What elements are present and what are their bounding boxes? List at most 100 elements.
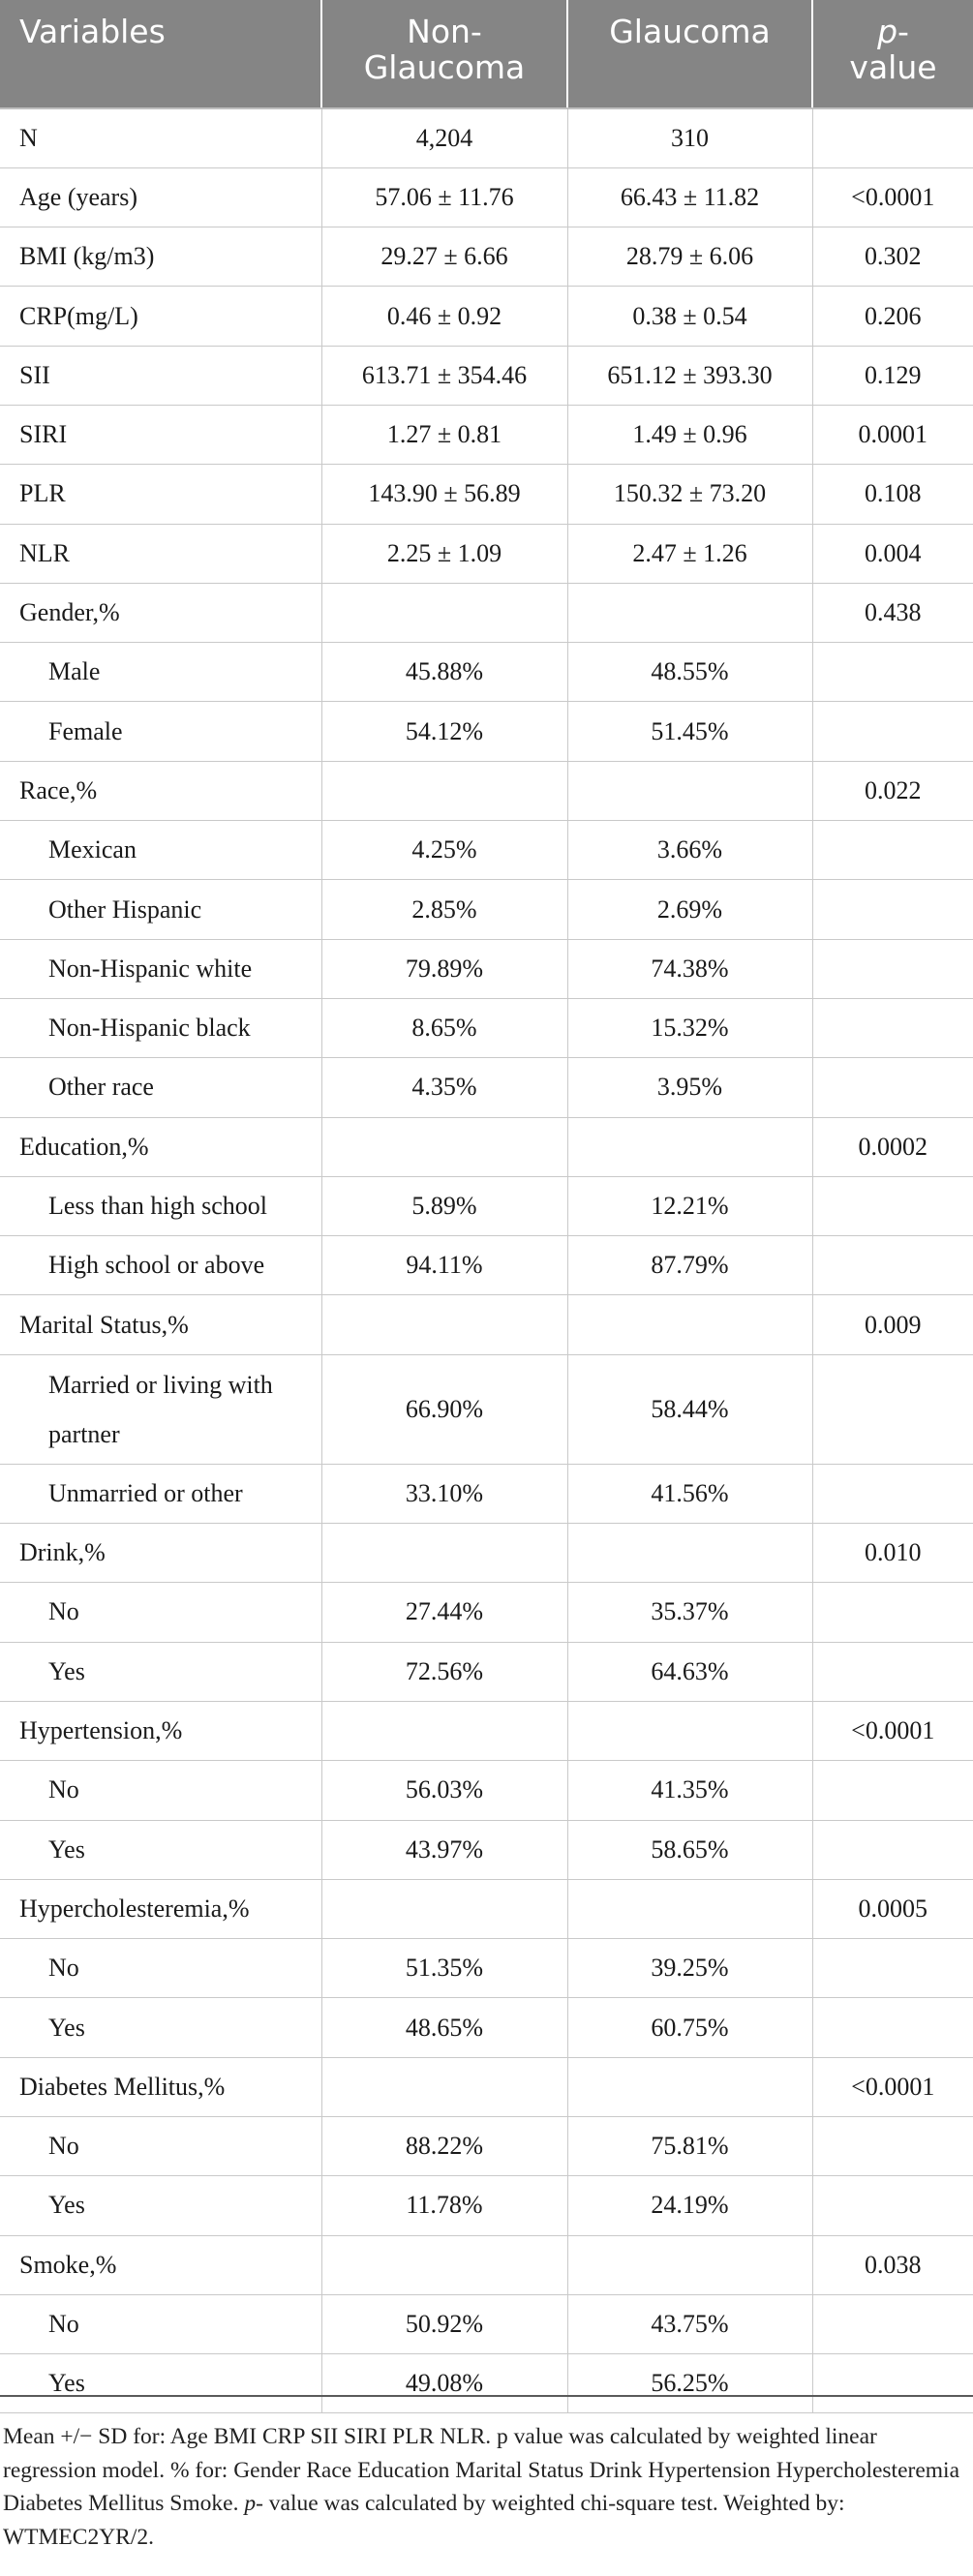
- row-label-cell: Non-Hispanic black: [0, 998, 321, 1059]
- non-glaucoma-cell: 79.89%: [320, 939, 567, 999]
- p-value-cell: [811, 1760, 973, 1821]
- non-glaucoma-cell: 1.27 ± 0.81: [320, 405, 567, 466]
- table-footnote: Mean +/− SD for: Age BMI CRP SII SIRI PL…: [3, 2424, 959, 2550]
- row-label-cell: No: [0, 1582, 321, 1643]
- table-row: No 50.92% 43.75%: [0, 2294, 973, 2355]
- glaucoma-cell: 75.81%: [566, 2116, 812, 2177]
- table-row: Education,% 0.0002: [0, 1117, 973, 1177]
- non-glaucoma-cell: 27.44%: [320, 1582, 567, 1643]
- glaucoma-cell: 1.49 ± 0.96: [566, 405, 812, 466]
- non-glaucoma-cell: [320, 1117, 567, 1177]
- row-label-cell: Education,%: [0, 1117, 321, 1177]
- row-label-cell: CRP(mg/L): [0, 286, 321, 347]
- table-row: Marital Status,% 0.009: [0, 1294, 973, 1355]
- p-value-cell: [811, 1642, 973, 1702]
- non-glaucoma-cell: 8.65%: [320, 998, 567, 1059]
- glaucoma-cell: 15.32%: [566, 998, 812, 1059]
- row-label-cell: Hypertension,%: [0, 1701, 321, 1762]
- p-value-cell: [811, 939, 973, 999]
- p-value-cell: [811, 1938, 973, 1999]
- table-row: Yes 43.97% 58.65%: [0, 1820, 973, 1880]
- table-row: Gender,% 0.438: [0, 583, 973, 644]
- row-label-cell: NLR: [0, 524, 321, 584]
- table-row: No 51.35% 39.25%: [0, 1938, 973, 1999]
- p-value-cell: 0.010: [811, 1523, 973, 1584]
- glaucoma-cell: 48.55%: [566, 642, 812, 703]
- non-glaucoma-cell: 43.97%: [320, 1820, 567, 1880]
- p-value-cell: [811, 1464, 973, 1525]
- row-label-cell: Race,%: [0, 761, 321, 822]
- non-glaucoma-cell: [320, 583, 567, 644]
- p-value-cell: [811, 1235, 973, 1296]
- glaucoma-cell: 0.38 ± 0.54: [566, 286, 812, 347]
- p-value-cell: [811, 1057, 973, 1118]
- p-value-cell: <0.0001: [811, 2057, 973, 2118]
- non-glaucoma-cell: [320, 2235, 567, 2295]
- p-value-cell: [811, 1354, 973, 1465]
- row-label-cell: Smoke,%: [0, 2235, 321, 2295]
- non-glaucoma-cell: 49.08%: [320, 2353, 567, 2414]
- row-label-cell: PLR: [0, 464, 321, 525]
- p-value-cell: [811, 1820, 973, 1880]
- non-glaucoma-cell: 33.10%: [320, 1464, 567, 1525]
- table-row: BMI (kg/m3) 29.27 ± 6.66 28.79 ± 6.06 0.302: [0, 227, 973, 288]
- table-row: Age (years) 57.06 ± 11.76 66.43 ± 11.82 <0.…: [0, 167, 973, 228]
- table-row: Unmarried or other 33.10% 41.56%: [0, 1464, 973, 1525]
- glaucoma-cell: 41.56%: [566, 1464, 812, 1525]
- p-value-cell: [811, 2175, 973, 2236]
- header-row: Variables Non- Glaucoma Glaucoma p-value: [0, 0, 973, 109]
- glaucoma-cell: 651.12 ± 393.30: [566, 346, 812, 406]
- table-container: Variables Non- Glaucoma Glaucoma p-value …: [0, 0, 973, 2414]
- glaucoma-cell: 28.79 ± 6.06: [566, 227, 812, 288]
- table-row: PLR 143.90 ± 56.89 150.32 ± 73.20 0.108: [0, 464, 973, 525]
- row-label-cell: Drink,%: [0, 1523, 321, 1584]
- row-label-cell: Yes: [0, 1642, 321, 1702]
- header-non-glaucoma: Non- Glaucoma: [320, 0, 567, 109]
- glaucoma-cell: 58.44%: [566, 1354, 812, 1465]
- non-glaucoma-cell: 57.06 ± 11.76: [320, 167, 567, 228]
- p-value-cell: 0.038: [811, 2235, 973, 2295]
- row-label-cell: Female: [0, 701, 321, 762]
- table-row: SII 613.71 ± 354.46 651.12 ± 393.30 0.129: [0, 346, 973, 406]
- table-row: Male 45.88% 48.55%: [0, 642, 973, 703]
- glaucoma-cell: [566, 1294, 812, 1355]
- row-label-cell: No: [0, 2294, 321, 2355]
- glaucoma-cell: 74.38%: [566, 939, 812, 999]
- table-row: Diabetes Mellitus,% <0.0001: [0, 2057, 973, 2118]
- non-glaucoma-cell: [320, 1294, 567, 1355]
- p-value-cell: [811, 879, 973, 940]
- table-row: No 27.44% 35.37%: [0, 1582, 973, 1643]
- table-row: Other race 4.35% 3.95%: [0, 1057, 973, 1118]
- p-value-cell: [811, 642, 973, 703]
- row-label-cell: Unmarried or other: [0, 1464, 321, 1525]
- table-row: High school or above 94.11% 87.79%: [0, 1235, 973, 1296]
- table-row: Other Hispanic 2.85% 2.69%: [0, 879, 973, 940]
- p-value-cell: <0.0001: [811, 167, 973, 228]
- row-label-cell: Less than high school: [0, 1176, 321, 1237]
- p-value-cell: 0.0002: [811, 1117, 973, 1177]
- row-label-cell: Married or living with partner: [0, 1354, 321, 1465]
- row-label-cell: Non-Hispanic white: [0, 939, 321, 999]
- p-value-cell: [811, 701, 973, 762]
- table-row: Hypercholesteremia,% 0.0005: [0, 1879, 973, 1940]
- table-body: N 4,204 310 Age (years) 57.06 ± 11.76 66.43 ±…: [0, 108, 973, 2414]
- p-value-cell: [811, 1997, 973, 2058]
- p-value-cell: [811, 820, 973, 881]
- p-value-cell: 0.129: [811, 346, 973, 406]
- header-variables: Variables: [0, 0, 321, 109]
- non-glaucoma-cell: 56.03%: [320, 1760, 567, 1821]
- row-label-cell: High school or above: [0, 1235, 321, 1296]
- p-value-cell: 0.206: [811, 286, 973, 347]
- glaucoma-cell: 87.79%: [566, 1235, 812, 1296]
- non-glaucoma-cell: 72.56%: [320, 1642, 567, 1702]
- p-value-cell: [811, 1176, 973, 1237]
- non-glaucoma-cell: 11.78%: [320, 2175, 567, 2236]
- p-value-cell: [811, 998, 973, 1059]
- table-row: Less than high school 5.89% 12.21%: [0, 1176, 973, 1237]
- non-glaucoma-cell: 48.65%: [320, 1997, 567, 2058]
- non-glaucoma-cell: 4.25%: [320, 820, 567, 881]
- p-value-cell: 0.004: [811, 524, 973, 584]
- non-glaucoma-cell: 66.90%: [320, 1354, 567, 1465]
- glaucoma-cell: 60.75%: [566, 1997, 812, 2058]
- glaucoma-cell: [566, 1117, 812, 1177]
